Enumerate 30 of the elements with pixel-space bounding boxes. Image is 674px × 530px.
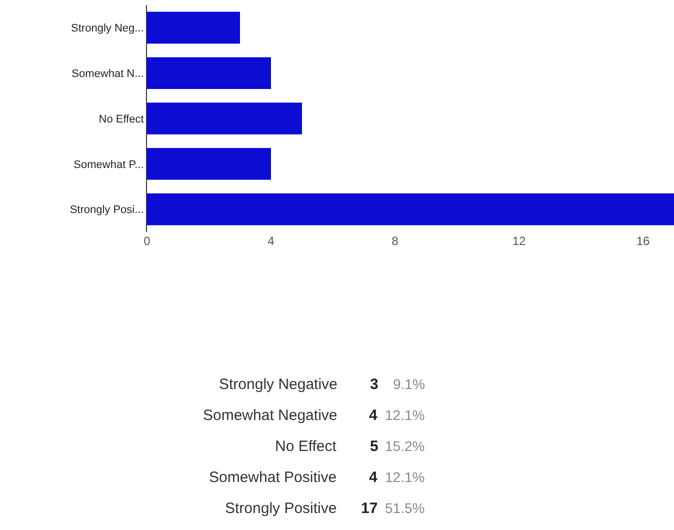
x-tick-label: 16: [636, 234, 650, 248]
text: 15.2%: [385, 438, 425, 454]
y-tick-label: Somewhat N...: [72, 68, 144, 80]
text: Somewhat Positive: [209, 469, 337, 486]
text: 4: [369, 407, 378, 424]
text: 5: [370, 438, 378, 455]
bar: [147, 12, 240, 44]
x-tick-label: 12: [512, 234, 526, 248]
y-tick-label: Somewhat P...: [74, 158, 144, 171]
x-tick-label: 0: [144, 234, 151, 248]
text: Somewhat Negative: [203, 407, 338, 424]
text: Strongly Negative: [219, 376, 338, 393]
bar: [147, 193, 674, 226]
text: 12.1%: [385, 407, 425, 423]
x-tick-label: 8: [392, 234, 399, 248]
text: 17: [361, 500, 378, 517]
text: 9.1%: [393, 376, 425, 392]
bar: [147, 102, 302, 134]
bar: [147, 57, 271, 89]
y-tick-label: Strongly Posi...: [70, 204, 144, 216]
text: 12.1%: [385, 469, 425, 485]
text: 3: [370, 376, 378, 393]
text: 4: [369, 469, 378, 486]
text: Strongly Positive: [225, 500, 337, 517]
bar: [147, 148, 271, 180]
y-tick-label: Strongly Neg...: [71, 22, 144, 35]
y-tick-label: No Effect: [98, 113, 144, 126]
x-tick-label: 4: [268, 234, 275, 248]
text: 51.5%: [385, 500, 425, 516]
text: No Effect: [275, 438, 338, 455]
